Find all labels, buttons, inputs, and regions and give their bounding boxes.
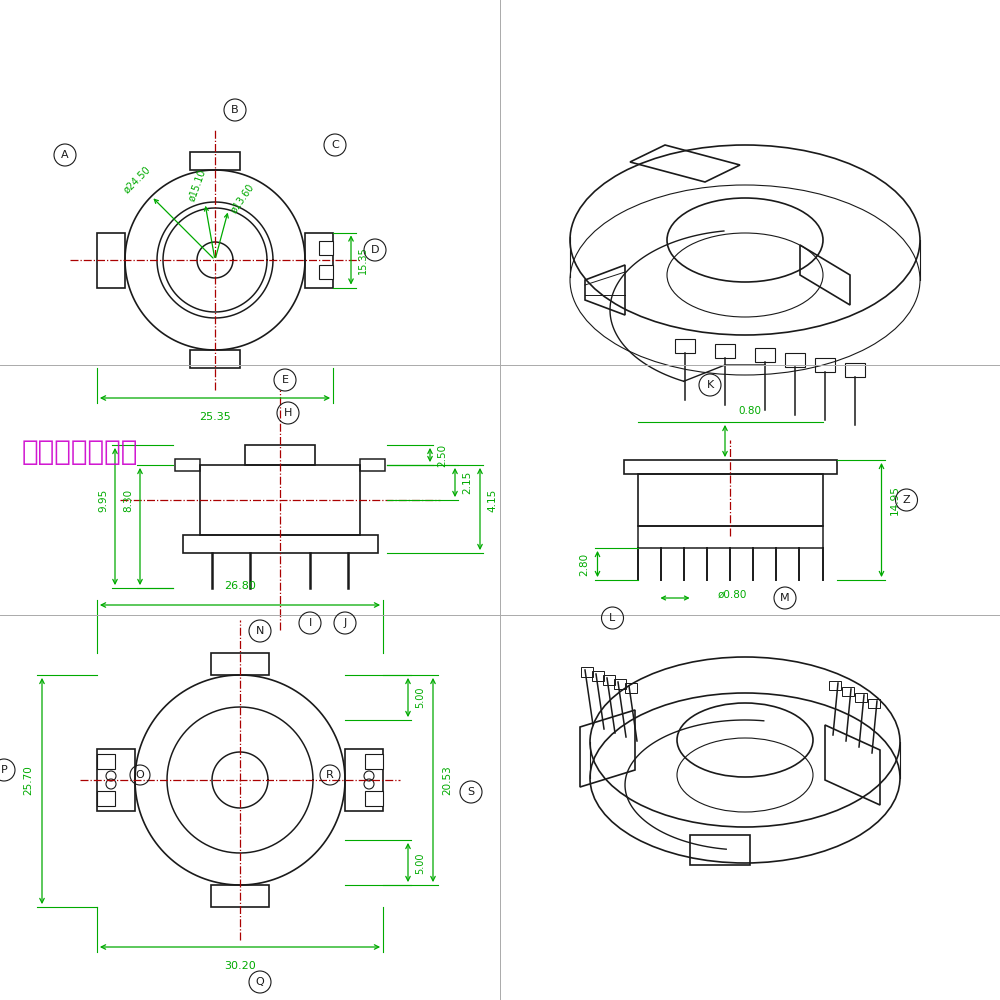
Bar (592, 671, 604, 681)
Text: 14.95: 14.95 (890, 485, 900, 515)
Text: 9.95: 9.95 (98, 488, 108, 512)
Text: Q: Q (256, 977, 264, 987)
Bar (581, 667, 593, 677)
Text: S: S (467, 787, 475, 797)
Text: 5.00: 5.00 (415, 686, 425, 708)
Text: 2.80: 2.80 (580, 552, 590, 576)
Text: 25.70: 25.70 (23, 765, 33, 795)
Text: ø15.10: ø15.10 (187, 168, 207, 202)
Bar (200, 465, 360, 535)
Text: D: D (371, 245, 379, 255)
Text: I: I (308, 618, 312, 628)
Bar (97, 749, 135, 811)
Bar (190, 350, 240, 368)
Text: ø24.50: ø24.50 (122, 165, 152, 195)
Text: 2.50: 2.50 (437, 443, 447, 467)
Text: C: C (331, 140, 339, 150)
Bar (305, 232, 333, 288)
Bar (715, 344, 735, 358)
Text: 琴江河电子商场: 琴江河电子商场 (22, 438, 138, 466)
Bar (638, 526, 822, 548)
Bar (829, 681, 841, 690)
Text: B: B (231, 105, 239, 115)
Bar (97, 791, 115, 806)
Bar (97, 232, 125, 288)
Bar (97, 754, 115, 769)
Text: ø13.60: ø13.60 (229, 181, 257, 215)
Bar (638, 474, 822, 526)
Bar (345, 749, 383, 811)
Text: N: N (256, 626, 264, 636)
Text: ø0.80: ø0.80 (718, 590, 747, 600)
Bar (625, 683, 637, 693)
Text: H: H (284, 408, 292, 418)
Text: 26.80: 26.80 (224, 581, 256, 591)
Text: R: R (326, 770, 334, 780)
Text: 20.53: 20.53 (442, 765, 452, 795)
Bar (365, 791, 383, 806)
Bar (855, 693, 867, 702)
Bar (245, 445, 315, 465)
Text: 30.20: 30.20 (224, 961, 256, 971)
Bar (190, 152, 240, 170)
Text: 4.15: 4.15 (487, 488, 497, 512)
Bar (175, 459, 200, 471)
Bar (365, 754, 383, 769)
Bar (182, 535, 378, 553)
Text: 0.80: 0.80 (738, 406, 762, 416)
Text: O: O (136, 770, 144, 780)
Bar (675, 339, 695, 353)
Bar (868, 699, 880, 708)
Text: A: A (61, 150, 69, 160)
Text: E: E (282, 375, 288, 385)
Text: M: M (780, 593, 790, 603)
Bar (319, 265, 333, 279)
Text: K: K (706, 380, 714, 390)
Bar (842, 687, 854, 696)
Text: Z: Z (903, 495, 910, 505)
Text: 15.35: 15.35 (358, 246, 368, 274)
Text: J: J (343, 618, 347, 628)
Bar (603, 675, 615, 685)
Bar (614, 679, 626, 689)
Bar (319, 241, 333, 255)
Text: P: P (1, 765, 7, 775)
Bar (360, 459, 385, 471)
Text: 5.00: 5.00 (415, 852, 425, 874)
Bar (211, 885, 269, 907)
Bar (624, 460, 836, 474)
Text: 2.15: 2.15 (462, 470, 472, 494)
Text: L: L (609, 613, 616, 623)
Text: 25.35: 25.35 (199, 412, 231, 422)
Bar (211, 653, 269, 675)
Text: 8.30: 8.30 (123, 488, 133, 512)
